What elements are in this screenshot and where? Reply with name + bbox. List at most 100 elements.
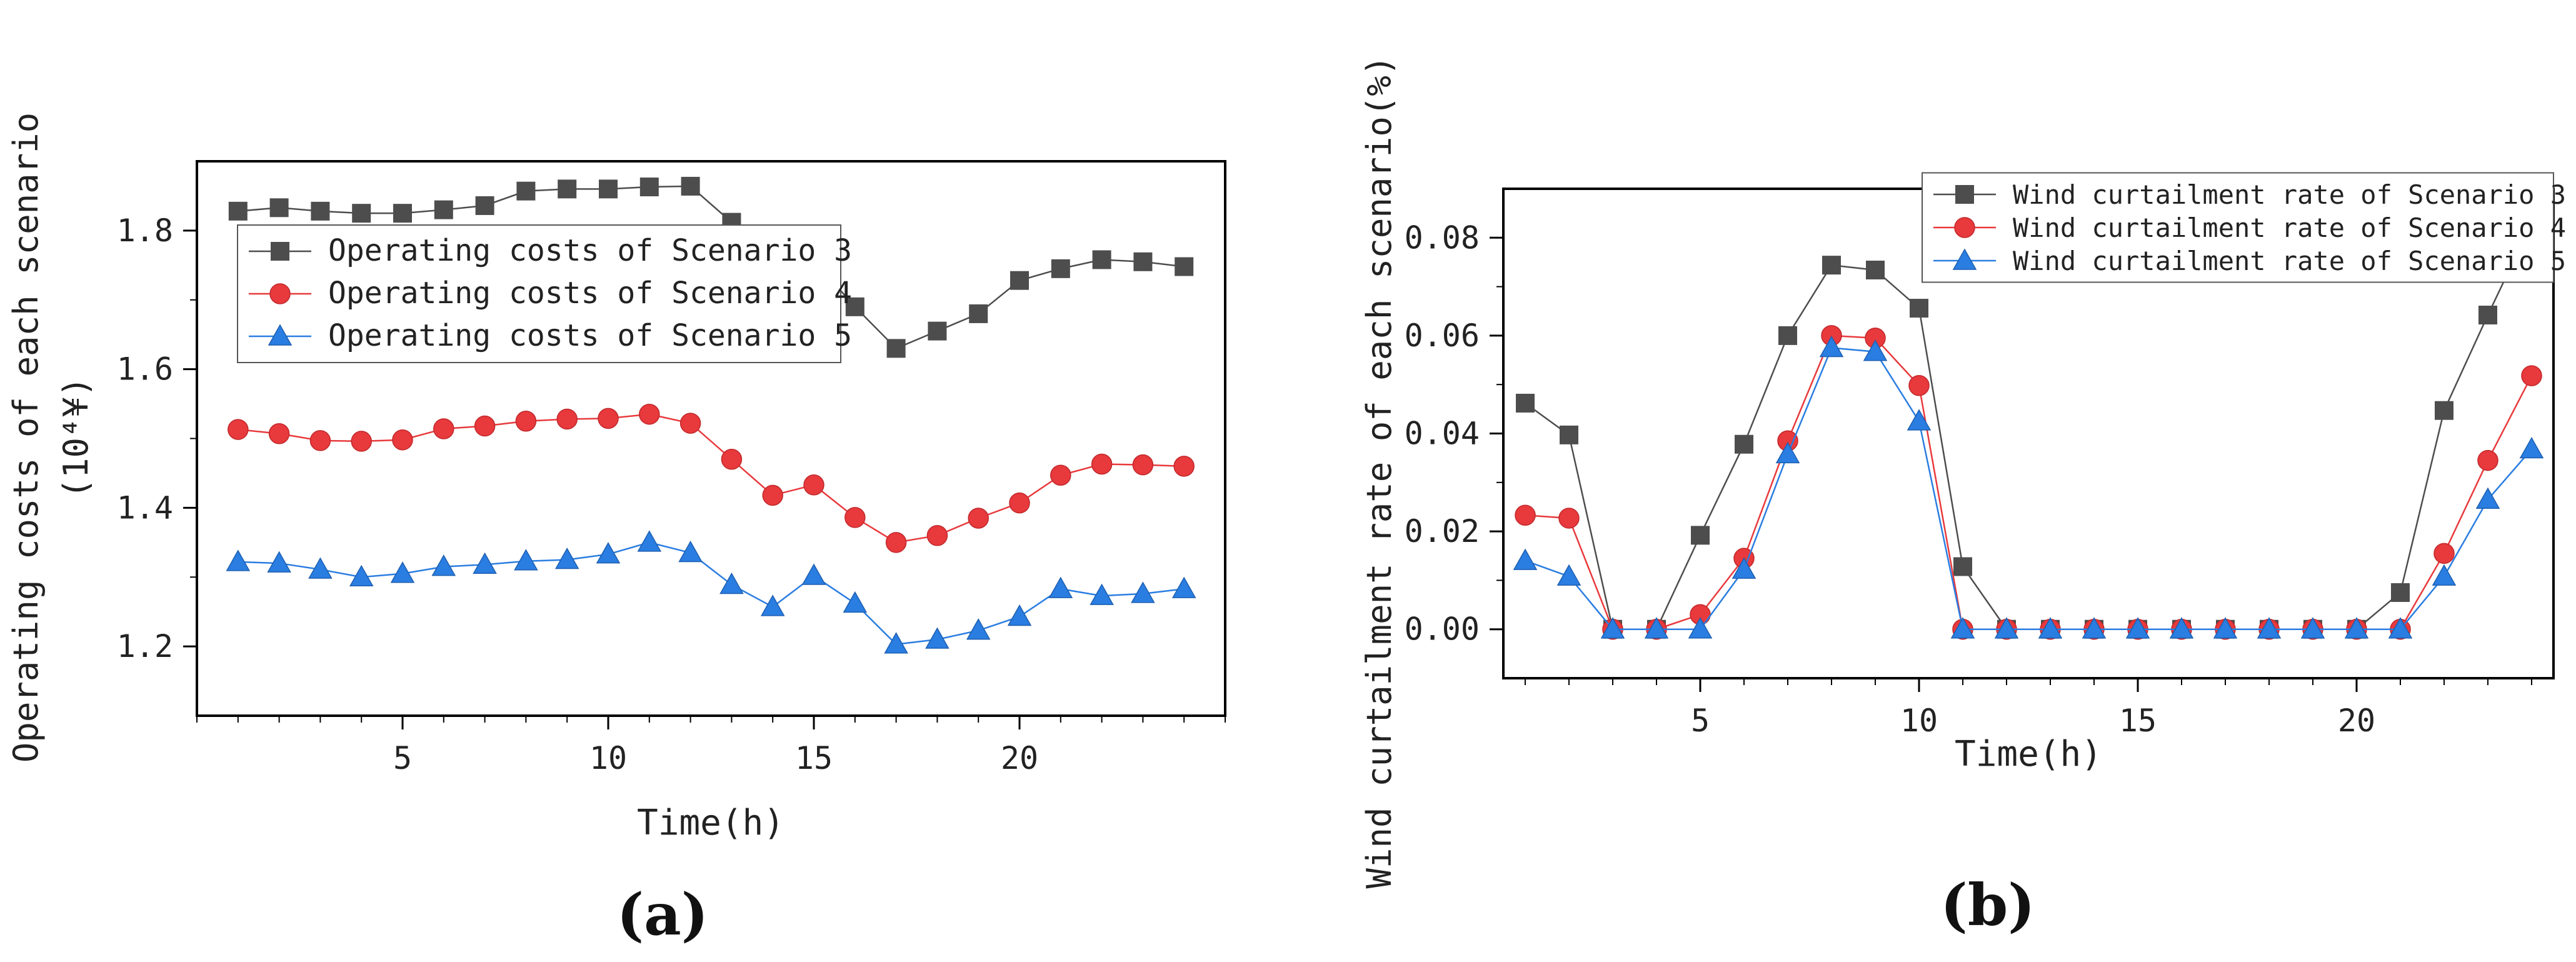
x-tick-label: 15 [2119, 703, 2157, 739]
legend-marker [269, 283, 291, 304]
data-point [801, 563, 826, 585]
data-point [431, 554, 456, 576]
data-point [1132, 454, 1154, 476]
data-point [2391, 583, 2410, 602]
data-point [639, 403, 660, 425]
panel-label: (b) [1940, 871, 2035, 939]
data-point [966, 618, 991, 640]
series-line-5 [238, 541, 1185, 646]
data-point [2478, 306, 2497, 325]
data-point [1513, 548, 1538, 570]
y-tick-label: 1.8 [117, 213, 173, 249]
data-point [311, 201, 330, 221]
legend-marker [1952, 248, 1977, 270]
data-point [2433, 543, 2455, 564]
x-tick-label: 20 [1001, 740, 1038, 776]
data-point [2213, 617, 2238, 639]
data-point [803, 474, 824, 496]
data-point [2432, 564, 2457, 586]
data-point [1556, 564, 1581, 586]
data-point [1133, 252, 1153, 271]
data-point [309, 430, 331, 451]
y-axis-label: Wind curtailment rate of each scenario(%… [1360, 56, 1399, 889]
data-point [599, 179, 618, 199]
data-point [2344, 617, 2369, 639]
y-tick-label: 0.08 [1405, 219, 1480, 256]
data-point [226, 549, 251, 571]
x-tick-label: 20 [2338, 703, 2375, 739]
data-point [762, 484, 783, 506]
legend-box [1922, 172, 2554, 283]
y-tick-label: 0.00 [1405, 611, 1480, 648]
data-point [884, 632, 908, 654]
data-point [1732, 557, 1757, 579]
x-tick-label: 15 [795, 740, 833, 776]
data-point [1910, 299, 1928, 318]
data-point [1048, 576, 1073, 598]
data-point [1558, 508, 1580, 529]
data-point [2475, 487, 2500, 509]
data-point [1090, 583, 1114, 605]
data-point [885, 532, 907, 553]
data-point [228, 201, 248, 221]
data-point [925, 627, 950, 649]
legend-marker [268, 324, 293, 346]
data-point [1775, 441, 1800, 464]
series-line-5 [1525, 347, 2532, 630]
data-point [719, 572, 744, 594]
x-tick-label: 5 [1691, 703, 1710, 739]
chart-panel-a: 5 10 15 20 1.2 1.4 1.6 1.8 Time(h) Operating cost… [6, 113, 1226, 948]
data-point [351, 431, 372, 452]
data-point [598, 408, 619, 429]
data-point [1175, 257, 1194, 276]
data-point [474, 415, 496, 437]
data-point [556, 408, 578, 430]
data-point [1863, 339, 1888, 361]
data-point [433, 418, 454, 439]
x-tick-label: 5 [393, 740, 412, 776]
legend-marker [1954, 217, 1975, 238]
legend-label: Wind curtailment rate of Scenario 5 [2013, 246, 2566, 276]
data-point [637, 530, 662, 552]
data-point [721, 449, 743, 470]
data-point [2257, 617, 2282, 639]
data-point [2435, 401, 2453, 420]
data-point [1171, 576, 1196, 598]
legend-label: Operating costs of Scenario 3 [328, 233, 852, 268]
data-point [928, 321, 947, 341]
legend-marker [271, 242, 289, 261]
data-point [845, 297, 865, 316]
data-point [515, 411, 537, 432]
data-point [2082, 617, 2107, 639]
data-point [1953, 557, 1972, 576]
legend-label: Wind curtailment rate of Scenario 4 [2013, 213, 2566, 243]
data-point [554, 548, 579, 569]
legend-box [237, 224, 841, 363]
data-point [352, 204, 371, 223]
x-tick-label: 10 [1900, 703, 1938, 739]
data-point [1515, 504, 1536, 526]
data-point [969, 304, 988, 323]
x-axis-label: Time(h) [637, 803, 784, 843]
data-point [1691, 526, 1710, 545]
data-point [2521, 365, 2542, 386]
series-line-4 [238, 413, 1185, 544]
legend-label: Operating costs of Scenario 4 [328, 276, 852, 311]
data-point [2125, 617, 2150, 639]
y-axis-unit-label: (10⁴¥) [56, 376, 96, 498]
data-point [1819, 335, 1844, 358]
data-point [1950, 617, 1975, 639]
data-point [1050, 464, 1071, 486]
data-point [1010, 271, 1029, 290]
data-point [886, 339, 906, 358]
data-point [308, 557, 333, 579]
y-axis-label: Operating costs of each scenario [6, 113, 46, 763]
data-point [681, 176, 700, 196]
y-tick-label: 1.6 [117, 351, 173, 388]
data-point [393, 204, 412, 223]
data-point [390, 561, 415, 583]
data-point [1131, 581, 1155, 603]
data-point [1735, 434, 1753, 454]
data-point [1778, 326, 1797, 345]
